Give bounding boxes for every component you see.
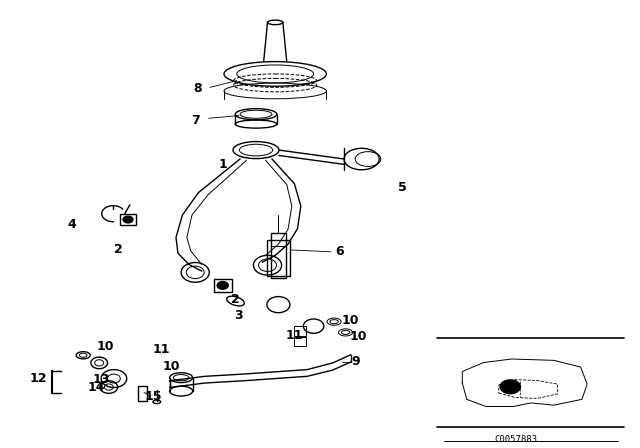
- Text: 4: 4: [67, 217, 76, 231]
- Text: 2: 2: [114, 243, 123, 257]
- Text: 10: 10: [342, 314, 360, 327]
- Bar: [271, 233, 286, 278]
- Text: 9: 9: [351, 355, 360, 369]
- Bar: [214, 279, 232, 292]
- Text: 1: 1: [218, 158, 227, 172]
- Text: 8: 8: [193, 82, 202, 95]
- Text: C0057883: C0057883: [494, 435, 537, 444]
- Text: 7: 7: [191, 113, 200, 127]
- Text: 10: 10: [349, 330, 367, 344]
- Bar: [294, 326, 306, 336]
- Text: 12: 12: [29, 372, 47, 385]
- Bar: [138, 386, 147, 401]
- Text: 3: 3: [234, 309, 243, 323]
- Text: 11: 11: [152, 343, 170, 356]
- Text: 2: 2: [231, 293, 240, 306]
- Text: 13: 13: [92, 373, 110, 387]
- Text: 14: 14: [87, 381, 105, 394]
- Text: 10: 10: [97, 340, 115, 353]
- Circle shape: [123, 216, 133, 223]
- Bar: [294, 337, 306, 346]
- Text: 6: 6: [335, 245, 344, 258]
- Bar: [120, 214, 136, 225]
- Bar: [267, 240, 290, 276]
- Text: 15: 15: [145, 389, 163, 403]
- Circle shape: [217, 281, 228, 289]
- Text: 5: 5: [397, 181, 406, 194]
- Text: 10: 10: [163, 360, 180, 373]
- Circle shape: [499, 379, 521, 394]
- Text: 11: 11: [285, 328, 303, 342]
